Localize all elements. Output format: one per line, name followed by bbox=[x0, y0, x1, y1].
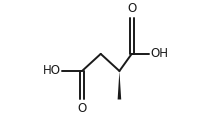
Text: HO: HO bbox=[43, 65, 61, 78]
Text: OH: OH bbox=[150, 47, 168, 60]
Text: O: O bbox=[127, 2, 136, 15]
Text: O: O bbox=[77, 102, 87, 115]
Polygon shape bbox=[118, 71, 121, 99]
